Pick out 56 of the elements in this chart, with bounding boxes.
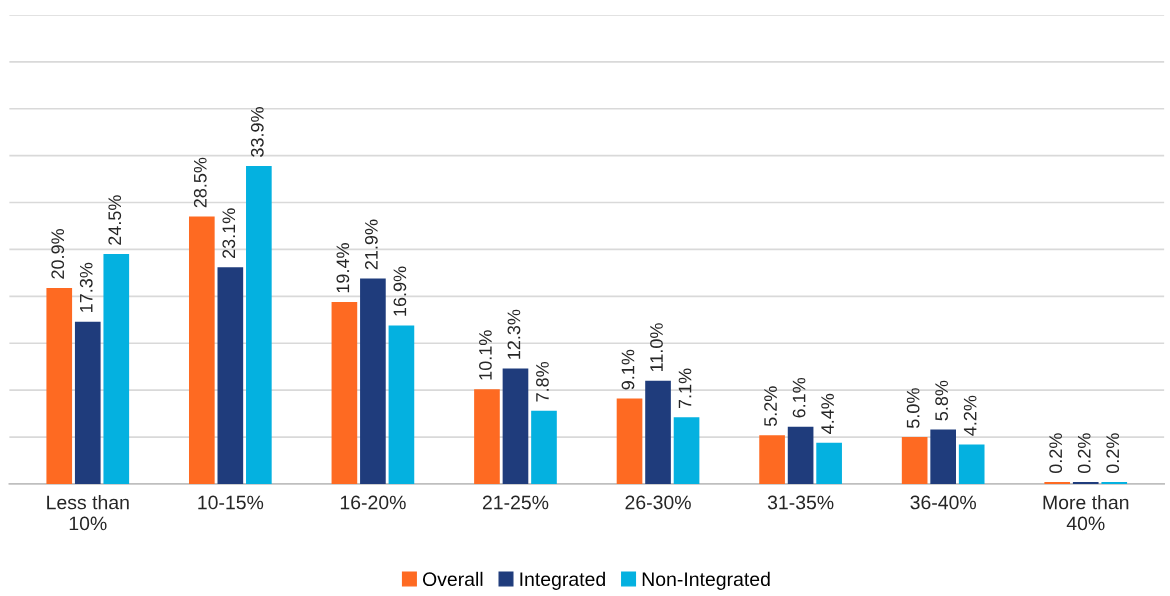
bar (217, 267, 244, 484)
bar (46, 287, 73, 484)
data-label: 7.8% (536, 361, 549, 402)
bar (958, 444, 985, 484)
bar (901, 437, 928, 484)
legend-label: Non-Integrated (642, 571, 770, 590)
data-label: 21.9% (364, 219, 378, 270)
data-label: 19.4% (336, 243, 350, 293)
bar (246, 165, 272, 484)
data-label: 7.1% (678, 368, 692, 409)
data-label: 28.5% (193, 157, 207, 208)
data-label: 0.2% (1049, 433, 1063, 474)
data-label: 0.2% (1106, 433, 1120, 474)
data-label: 20.9% (51, 229, 65, 279)
bar (673, 417, 700, 484)
legend-label: Overall (422, 571, 483, 587)
x-tick-label: 36-40% (910, 495, 976, 510)
x-tick-label: More than 40% (1043, 495, 1129, 531)
data-label: 4.4% (821, 393, 834, 434)
x-tick-label: 21-25% (482, 495, 549, 510)
bar (531, 410, 557, 484)
data-label: 23.1% (222, 208, 236, 259)
data-label: 4.2% (963, 395, 977, 436)
bar (502, 368, 529, 484)
bar (816, 442, 842, 484)
data-label: 5.0% (906, 388, 920, 428)
data-label: 33.9% (250, 107, 264, 157)
bar (360, 278, 386, 484)
data-label: 10.1% (479, 330, 492, 380)
bar (188, 216, 215, 484)
bar (74, 321, 101, 484)
data-label: 11.0% (650, 323, 663, 372)
bar (616, 398, 643, 484)
data-label: 12.3% (507, 309, 521, 359)
bar (474, 389, 500, 484)
x-tick-label: 31-35% (767, 495, 834, 510)
data-label: 5.2% (764, 386, 777, 427)
bar (388, 325, 415, 484)
data-label: 6.1% (792, 377, 806, 418)
data-label: 24.5% (108, 195, 122, 245)
data-label: 16.9% (393, 266, 407, 316)
bar (103, 254, 130, 484)
legend-label: Integrated (520, 571, 605, 590)
x-tick-label: Less than 10% (47, 495, 129, 531)
data-label: 17.3% (79, 262, 93, 312)
bar (331, 301, 358, 484)
x-tick-label: 26-30% (625, 495, 691, 510)
x-tick-label: 10-15% (198, 495, 264, 510)
bar (645, 380, 671, 484)
bar (759, 435, 785, 484)
bar (930, 429, 956, 484)
data-label: 5.8% (935, 380, 949, 421)
data-label: 9.1% (621, 349, 635, 390)
x-tick-label: 16-20% (340, 495, 406, 510)
bar (787, 426, 814, 484)
data-label: 0.2% (1077, 433, 1091, 474)
